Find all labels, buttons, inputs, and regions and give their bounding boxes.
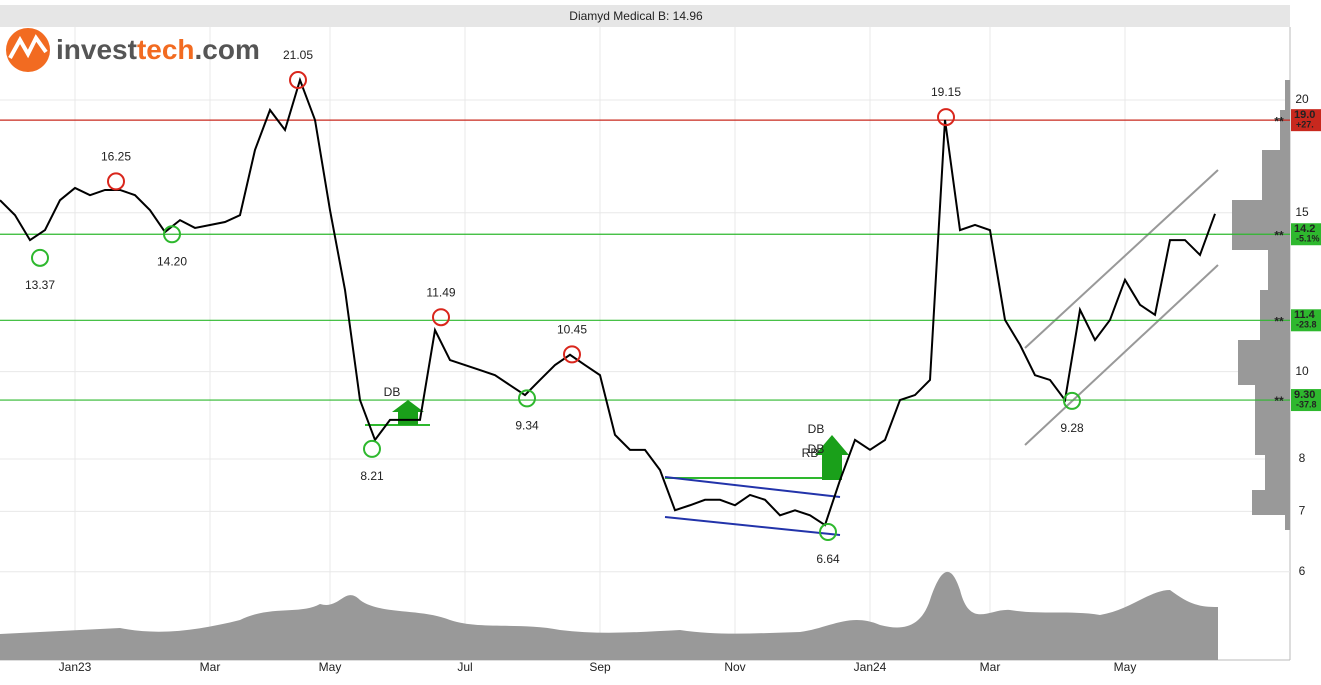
x-tick-label: May <box>1114 660 1137 674</box>
extreme-circle <box>518 389 536 408</box>
level-box <box>1291 389 1321 412</box>
level-change: -5.1% <box>1296 234 1320 244</box>
level-marker: ** <box>1274 114 1284 128</box>
level-box <box>1291 223 1321 246</box>
price-line <box>0 76 1216 527</box>
x-tick-label: Mar <box>980 660 1001 674</box>
extreme-label: 11.49 <box>426 285 455 299</box>
x-tick-label: Nov <box>724 660 745 674</box>
trend-channel <box>1024 264 1219 446</box>
logo-icon <box>8 34 48 59</box>
logo-part: invest <box>56 34 137 65</box>
level-marker: ** <box>1274 314 1284 328</box>
y-tick-label: 10 <box>1295 364 1309 378</box>
extreme-circle <box>163 225 181 244</box>
x-tick-label: Sep <box>589 660 611 674</box>
volume-area <box>0 571 1218 660</box>
level-change: -23.8 <box>1296 320 1317 330</box>
extreme-circle <box>107 172 125 191</box>
extreme-label: 16.25 <box>101 150 131 164</box>
level-marker: ** <box>1274 394 1284 408</box>
pattern-line <box>664 516 841 536</box>
logo-part: .com <box>195 34 260 65</box>
buy-arrow <box>392 400 424 425</box>
extreme-circle <box>819 523 837 542</box>
x-tick-label: Jan24 <box>854 660 887 674</box>
logo: investtech.com <box>6 28 260 72</box>
pattern-label: RB <box>802 446 819 460</box>
extreme-circle <box>31 248 49 267</box>
extreme-label: 10.45 <box>557 323 587 337</box>
pattern-line <box>664 476 841 498</box>
pattern-label: DB <box>384 385 401 399</box>
y-tick-label: 15 <box>1295 205 1309 219</box>
extreme-circle <box>937 108 955 127</box>
extreme-circle <box>289 71 307 90</box>
extreme-circle <box>432 308 450 327</box>
level-change: +27. <box>1296 120 1314 130</box>
level-label: 19.0 <box>1294 109 1315 121</box>
extreme-label: 6.64 <box>816 552 840 566</box>
buy-arrow <box>815 435 849 480</box>
pattern-label: DB <box>808 422 825 436</box>
axis-area <box>1290 27 1321 660</box>
y-tick-label: 7 <box>1299 504 1306 518</box>
trend-channel <box>1024 169 1219 349</box>
y-tick-label: 8 <box>1299 451 1306 465</box>
level-marker: ** <box>1274 228 1284 242</box>
x-tick-label: Jan23 <box>59 660 92 674</box>
y-tick-label: 6 <box>1299 564 1306 578</box>
extreme-label: 21.05 <box>283 48 313 62</box>
level-box <box>1291 109 1321 132</box>
level-label: 11.4 <box>1294 309 1316 321</box>
extreme-circle <box>363 439 381 458</box>
extreme-label: 9.28 <box>1060 421 1084 435</box>
extreme-label: 19.15 <box>931 85 961 99</box>
extreme-circle <box>563 345 581 364</box>
x-tick-label: Mar <box>200 660 221 674</box>
extreme-label: 14.20 <box>157 254 187 268</box>
extreme-circle <box>1063 391 1081 410</box>
extreme-label: 8.21 <box>360 469 384 483</box>
grid <box>0 27 1290 660</box>
extreme-label: 13.37 <box>25 278 55 292</box>
level-change: -37.8 <box>1296 399 1317 409</box>
x-tick-label: May <box>319 660 342 674</box>
title-bar <box>0 5 1290 27</box>
y-tick-label: 20 <box>1295 92 1309 106</box>
chart-title: Diamyd Medical B: 14.96 <box>569 9 703 23</box>
x-tick-label: Jul <box>457 660 472 674</box>
pattern-label: DB <box>808 442 825 456</box>
level-label: 14.2 <box>1294 223 1315 235</box>
volume-profile <box>1232 80 1290 530</box>
logo-text: investtech.com <box>56 34 260 65</box>
level-label: 9.30 <box>1294 389 1315 401</box>
extreme-label: 9.34 <box>515 419 539 433</box>
level-box <box>1291 309 1321 332</box>
logo-part: tech <box>137 34 195 65</box>
